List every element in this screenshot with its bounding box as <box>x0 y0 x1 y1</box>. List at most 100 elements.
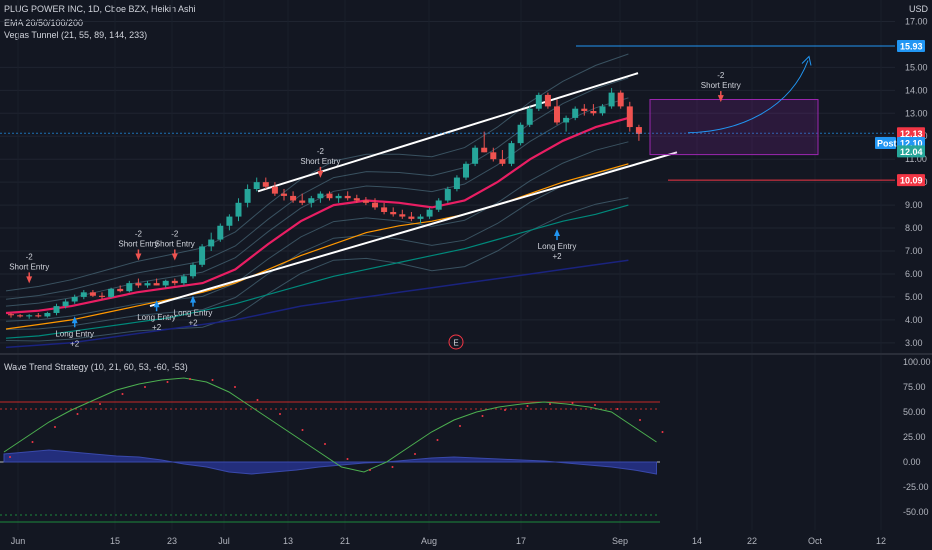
candle <box>235 202 242 217</box>
wt2-point <box>481 415 484 417</box>
signal-label: Long Entry <box>55 329 94 338</box>
x-tick-label: Aug <box>421 536 437 546</box>
osc-y-tick-label: 100.00 <box>903 357 931 367</box>
wt2-point <box>504 409 506 411</box>
wt2-point <box>594 404 596 406</box>
signal-label: -2 <box>317 147 325 156</box>
candle <box>217 225 224 240</box>
candle <box>635 127 642 134</box>
candle <box>399 214 406 217</box>
wt2-point <box>639 419 641 421</box>
vegas-tunnel <box>5 53 629 342</box>
candle <box>208 239 215 247</box>
price-tag-label: 15.93 <box>900 42 923 52</box>
candle <box>262 182 269 187</box>
vegas-band <box>5 141 629 322</box>
candle <box>299 200 306 203</box>
wt2-point <box>144 386 146 388</box>
wt2-point <box>54 426 56 428</box>
x-tick-label: 22 <box>747 536 757 546</box>
candle <box>108 288 115 297</box>
ema-line-4 <box>5 259 629 349</box>
ema-line-2 <box>5 163 629 330</box>
wt1-line <box>3 377 657 473</box>
osc-y-tick-label: 75.00 <box>903 382 926 392</box>
price-tag-bg <box>897 40 925 53</box>
x-tick-label: 15 <box>110 536 120 546</box>
y-tick-label: 9.00 <box>905 200 923 210</box>
long-entry-signal: Long Entry+2 <box>55 316 94 348</box>
short-arrow-icon <box>135 253 142 261</box>
candle <box>362 200 369 203</box>
candle <box>35 315 42 317</box>
price-tag-label: 12.13 <box>900 129 923 139</box>
wt2-point <box>256 399 259 401</box>
ema-lines <box>5 116 629 349</box>
candle <box>53 306 60 313</box>
price-tag-label: 12.10 <box>900 138 923 148</box>
long-arrow-icon <box>71 316 78 324</box>
ema-legend: EMA 20/50/100/200 <box>4 18 84 28</box>
wt2-point <box>166 381 169 383</box>
signal-label: Short Entry <box>300 157 340 166</box>
x-tick-label: 12 <box>876 536 886 546</box>
candle <box>408 216 415 219</box>
osc-y-tick-label: -50.00 <box>903 507 929 517</box>
x-tick-label: 17 <box>516 536 526 546</box>
candle <box>390 211 397 215</box>
candle <box>381 207 388 212</box>
wt2-point <box>234 386 236 388</box>
price-tag: 12.13 <box>897 127 925 140</box>
wt2-point <box>324 443 326 445</box>
y-tick-label: 13.00 <box>905 108 928 118</box>
candle <box>463 163 469 178</box>
candle <box>490 152 497 160</box>
candle <box>199 246 206 265</box>
grid <box>0 20 932 355</box>
signal-label: +2 <box>70 339 80 348</box>
x-tick-label: Jun <box>11 536 26 546</box>
candle <box>472 147 479 164</box>
candles <box>8 88 642 319</box>
candle <box>453 177 460 190</box>
x-tick-label: 14 <box>692 536 702 546</box>
signal-label: Short Entry <box>118 239 158 248</box>
candle <box>544 94 551 107</box>
candle <box>290 195 297 201</box>
y-tick-label: 15.00 <box>905 62 928 72</box>
y-tick-label: 4.00 <box>905 315 923 325</box>
wt2-point <box>459 425 461 427</box>
x-tick-label: Jul <box>218 536 230 546</box>
signal-label: -2 <box>717 71 725 80</box>
osc-y-tick-label: 50.00 <box>903 407 926 417</box>
candle <box>26 315 33 317</box>
short-arrow-icon <box>26 276 33 284</box>
candle <box>271 186 278 194</box>
candle <box>535 94 542 109</box>
candle <box>226 216 233 226</box>
long-arrow-icon <box>153 300 160 308</box>
projection-arrowhead <box>801 55 812 66</box>
wt2-point <box>121 393 124 395</box>
candle <box>326 193 333 199</box>
signal-label: Short Entry <box>9 262 49 271</box>
short-arrow-icon <box>317 170 324 178</box>
candle <box>190 264 196 277</box>
candle <box>89 292 96 296</box>
candle <box>317 193 324 199</box>
short-arrow-icon <box>171 253 178 261</box>
x-tick-label: Sep <box>612 536 628 546</box>
signal-label: Long Entry <box>137 313 176 322</box>
signal-label: Short Entry <box>701 81 741 90</box>
osc-y-tick-label: -25.00 <box>903 482 929 492</box>
candle <box>444 189 451 201</box>
chart-title: PLUG POWER INC, 1D, Cboe BZX, Heikin Ash… <box>4 4 196 14</box>
candle <box>372 202 378 208</box>
candle <box>8 314 14 316</box>
candle <box>481 147 488 153</box>
candle <box>244 189 251 203</box>
earnings-label: E <box>453 339 458 348</box>
y-tick-label: 7.00 <box>905 246 923 256</box>
